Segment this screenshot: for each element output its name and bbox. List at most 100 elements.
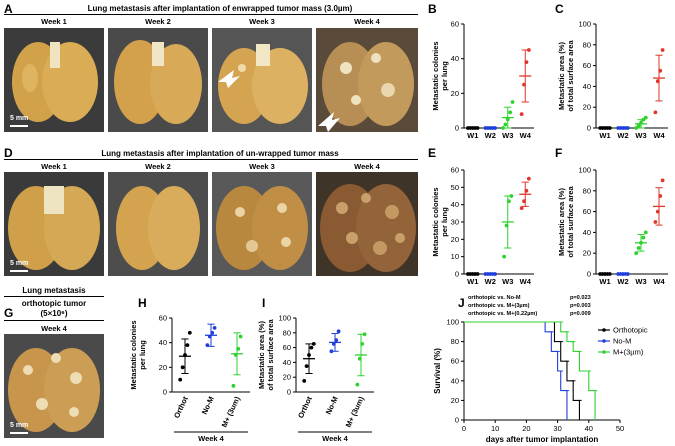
chart-h-category-label: M+ (3um) [220,395,242,429]
chart-e-data-point [519,206,524,211]
chart-h-data-point [231,383,236,388]
chart-j-stat-p: p=0.003 [570,303,591,309]
panel-a-week-1: Week 1 [41,17,67,26]
chart-h-data-point [236,346,241,351]
scale-bar-g [10,432,28,434]
chart-b-y-label-2: per lung [440,61,449,91]
chart-b-data-point [503,122,508,127]
panel-d-week-3: Week 3 [249,162,275,171]
chart-j-legend-label: No-M [613,337,631,346]
chart-j-stat-label: orthotopic vs. M+(3µm) [468,303,530,309]
chart-j-y-tick-label: 0 [455,416,459,425]
chart-e-category-label: W1 [467,277,478,286]
panel-a-rule [4,14,418,15]
scale-label-a: 5 mm [10,115,29,122]
chart-i-data-point [362,332,367,337]
chart-j-y-tick-label: 20 [451,396,459,405]
chart-i-y-tick-label: 20 [283,373,291,382]
chart-h-data-point [178,377,183,382]
scale-bar-a [10,125,28,127]
chart-c-category-label: W4 [653,131,665,140]
chart-f-y-tick-label: 60 [583,207,591,216]
chart-b-data-point [519,112,524,117]
chart-i-category-label: M+ (3um) [344,395,366,429]
chart-j-x-tick-label: 10 [491,424,499,433]
chart-f-category-label: W2 [617,277,628,286]
chart-c-y-tick-label: 40 [583,82,591,91]
chart-b-category-label: W4 [520,131,532,140]
chart-i-data-point [302,379,307,383]
chart-i-data-point [329,349,334,354]
chart-b-data-point [493,126,497,130]
chart-e-y-tick-label: 0 [455,270,459,279]
lung-photo-d-week4 [316,172,418,276]
chart-j-survival-line [464,321,596,420]
chart-e-data-point [475,272,480,276]
chart-c-y-label-1: Metastatic area (%) [557,42,566,110]
panel-g-rule-1 [4,296,104,297]
chart-j-x-tick-label: 40 [585,424,593,433]
chart-c-data-point [658,68,663,73]
chart-f-data-point [634,251,639,256]
chart-h-y-tick-label: 0 [163,388,167,397]
lung-photo-g-orthotopic [4,334,104,438]
chart-c-data-point [607,126,612,130]
scale-bar-d [10,270,28,272]
chart-b-y-tick-label: 20 [451,89,459,98]
chart-j-x-tick-label: 0 [462,424,466,433]
chart-i-data-point [355,382,360,387]
lung-photo-d-week3 [212,172,312,276]
chart-f-y-tick-label: 100 [578,166,591,175]
panel-a-title: Lung metastasis after implantation of en… [87,4,353,13]
chart-f-category-label: W3 [635,277,646,286]
chart-h-data-point [205,343,210,348]
chart-c-y-tick-label: 0 [587,124,591,133]
chart-c-data-point [660,48,665,52]
chart-e-y-label-1: Metastatic colonies [431,187,440,256]
chart-b: 0 20 40 60 Metastatic colonies per lung W1 W2 W3… [431,20,534,140]
chart-c-data-point [653,110,658,115]
chart-h-data-point [210,330,215,335]
chart-j-legend-marker [602,350,606,354]
chart-c-y-label-2: of total surface area [566,40,575,112]
chart-e-y-label-2: per lung [440,207,449,237]
chart-f-data-point [660,178,665,183]
chart-c-data-point [639,120,643,125]
chart-e-data-point [522,199,526,204]
chart-e-y-tick-label: 10 [451,252,459,261]
chart-b-y-tick-label: 40 [451,54,459,63]
chart-f-data-point [658,194,663,198]
chart-h-data-point [207,334,212,339]
chart-b-y-label-1: Metastatic colonies [431,41,440,110]
panel-letter-a: A [4,2,13,16]
panel-a-week-4: Week 4 [354,17,380,26]
chart-f-data-point [641,235,646,240]
chart-h-y-tick-label: 60 [159,314,167,323]
chart-b-category-label: W3 [502,131,513,140]
panel-letter-f: F [555,146,563,160]
lung-photo-a-week1 [4,28,104,132]
chart-c: 0 20 40 60 80 100 Metastatic area (%) of total … [557,20,668,140]
chart-i-data-point [331,342,336,346]
chart-f-y-tick-label: 40 [583,228,591,237]
chart-f-data-point [653,220,658,224]
chart-i-y-tick-label: 0 [287,388,291,397]
chart-f-category-label: W1 [599,277,610,286]
chart-f-category-label: W4 [653,277,665,286]
chart-i-y-tick-label: 60 [283,343,291,352]
chart-e-data-point [493,272,497,276]
chart-h-y-label-2: per lung [138,340,147,370]
chart-j-x-label: days after tumor implantation [486,435,599,444]
panel-d-rule [4,159,418,160]
chart-j-legend-marker [602,339,606,343]
chart-i-category-label: No-M [324,395,340,416]
chart-e-y-tick-label: 40 [451,200,459,209]
chart-h-group-label: Week 4 [198,434,225,443]
chart-e-data-point [524,188,529,193]
chart-j-x-tick-label: 30 [553,424,561,433]
lung-photo-d-week1 [4,172,104,276]
chart-f-data-point [655,209,660,214]
chart-e-y-tick-label: 30 [451,218,459,227]
chart-i-data-point [307,353,311,357]
chart-c-category-label: W2 [617,131,628,140]
